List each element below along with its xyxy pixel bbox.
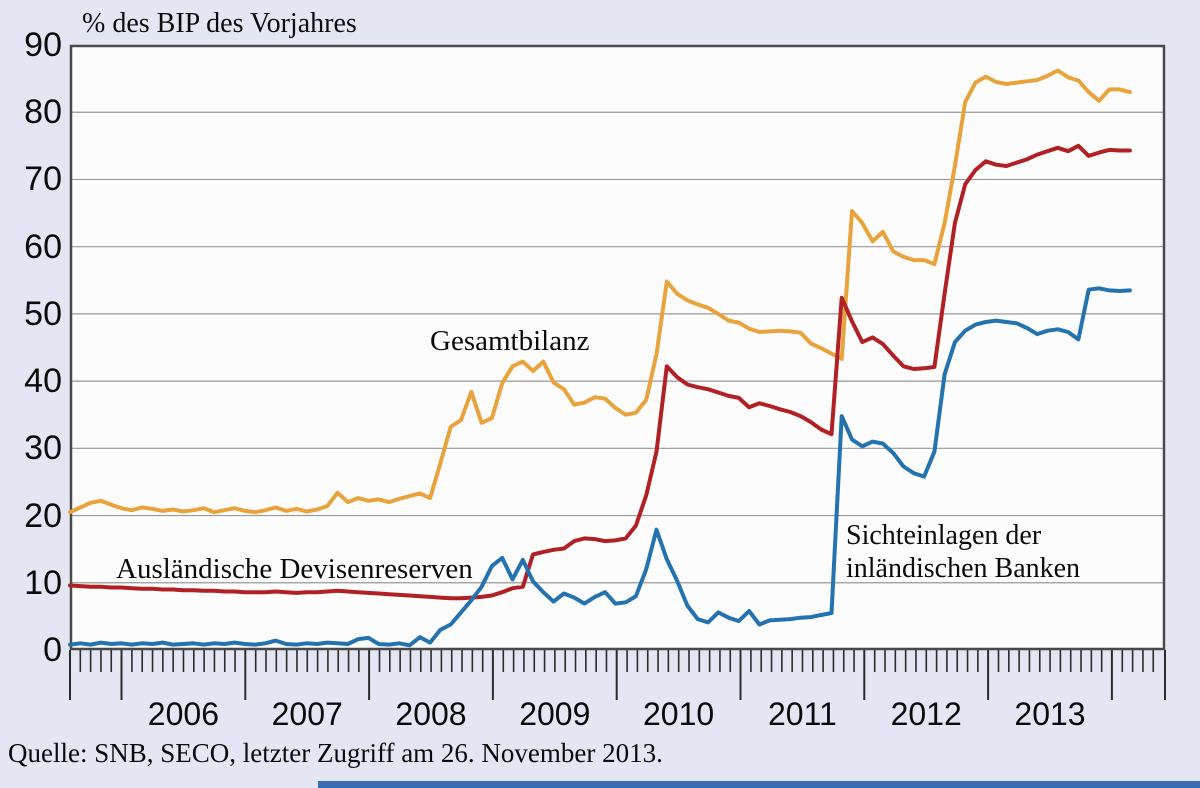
x-year-label: 2009: [519, 696, 591, 732]
x-year-label: 2010: [643, 696, 715, 732]
x-year-label: 2011: [767, 696, 837, 732]
source-note: Quelle: SNB, SECO, letzter Zugriff am 26…: [8, 738, 663, 768]
series-label-sichteinlagen: Sichteinlagen der inländischen Banken: [846, 519, 1080, 585]
series-label-devisenreserven: Ausländische Devisenreserven: [116, 553, 473, 585]
x-year-label: 2007: [271, 696, 343, 732]
y-axis-label: 30: [24, 429, 62, 468]
x-year-label: 2008: [395, 696, 467, 732]
x-year-label: 2006: [147, 696, 219, 732]
x-year-label: 2013: [1014, 696, 1086, 732]
series-line-gesamtbilanz: [68, 68, 1132, 515]
bottom-bar: [318, 781, 1200, 788]
plot-border: [69, 44, 1166, 651]
y-axis-label: 90: [24, 26, 62, 64]
series-label-sichteinlagen-line1: Sichteinlagen der: [846, 520, 1042, 551]
series-line-sichteinlagen: [68, 286, 1132, 648]
y-axis-label: 20: [24, 496, 62, 535]
x-year-label: 2012: [890, 696, 962, 732]
chart-title: % des BIP des Vorjahres: [82, 8, 357, 39]
y-axis-label: 70: [24, 160, 62, 199]
y-axis-label: 0: [43, 631, 62, 669]
series-line-devisenreserven: [68, 143, 1132, 601]
series-label-gesamtbilanz: Gesamtbilanz: [430, 325, 590, 357]
plot-background: [70, 45, 1165, 650]
y-axis-label: 40: [24, 362, 62, 401]
series-label-sichteinlagen-line2: inländischen Banken: [846, 553, 1081, 584]
y-axis-label: 50: [24, 294, 62, 333]
y-axis-label: 60: [24, 227, 62, 266]
y-axis-label: 10: [24, 563, 62, 602]
y-axis-label: 80: [24, 93, 62, 132]
